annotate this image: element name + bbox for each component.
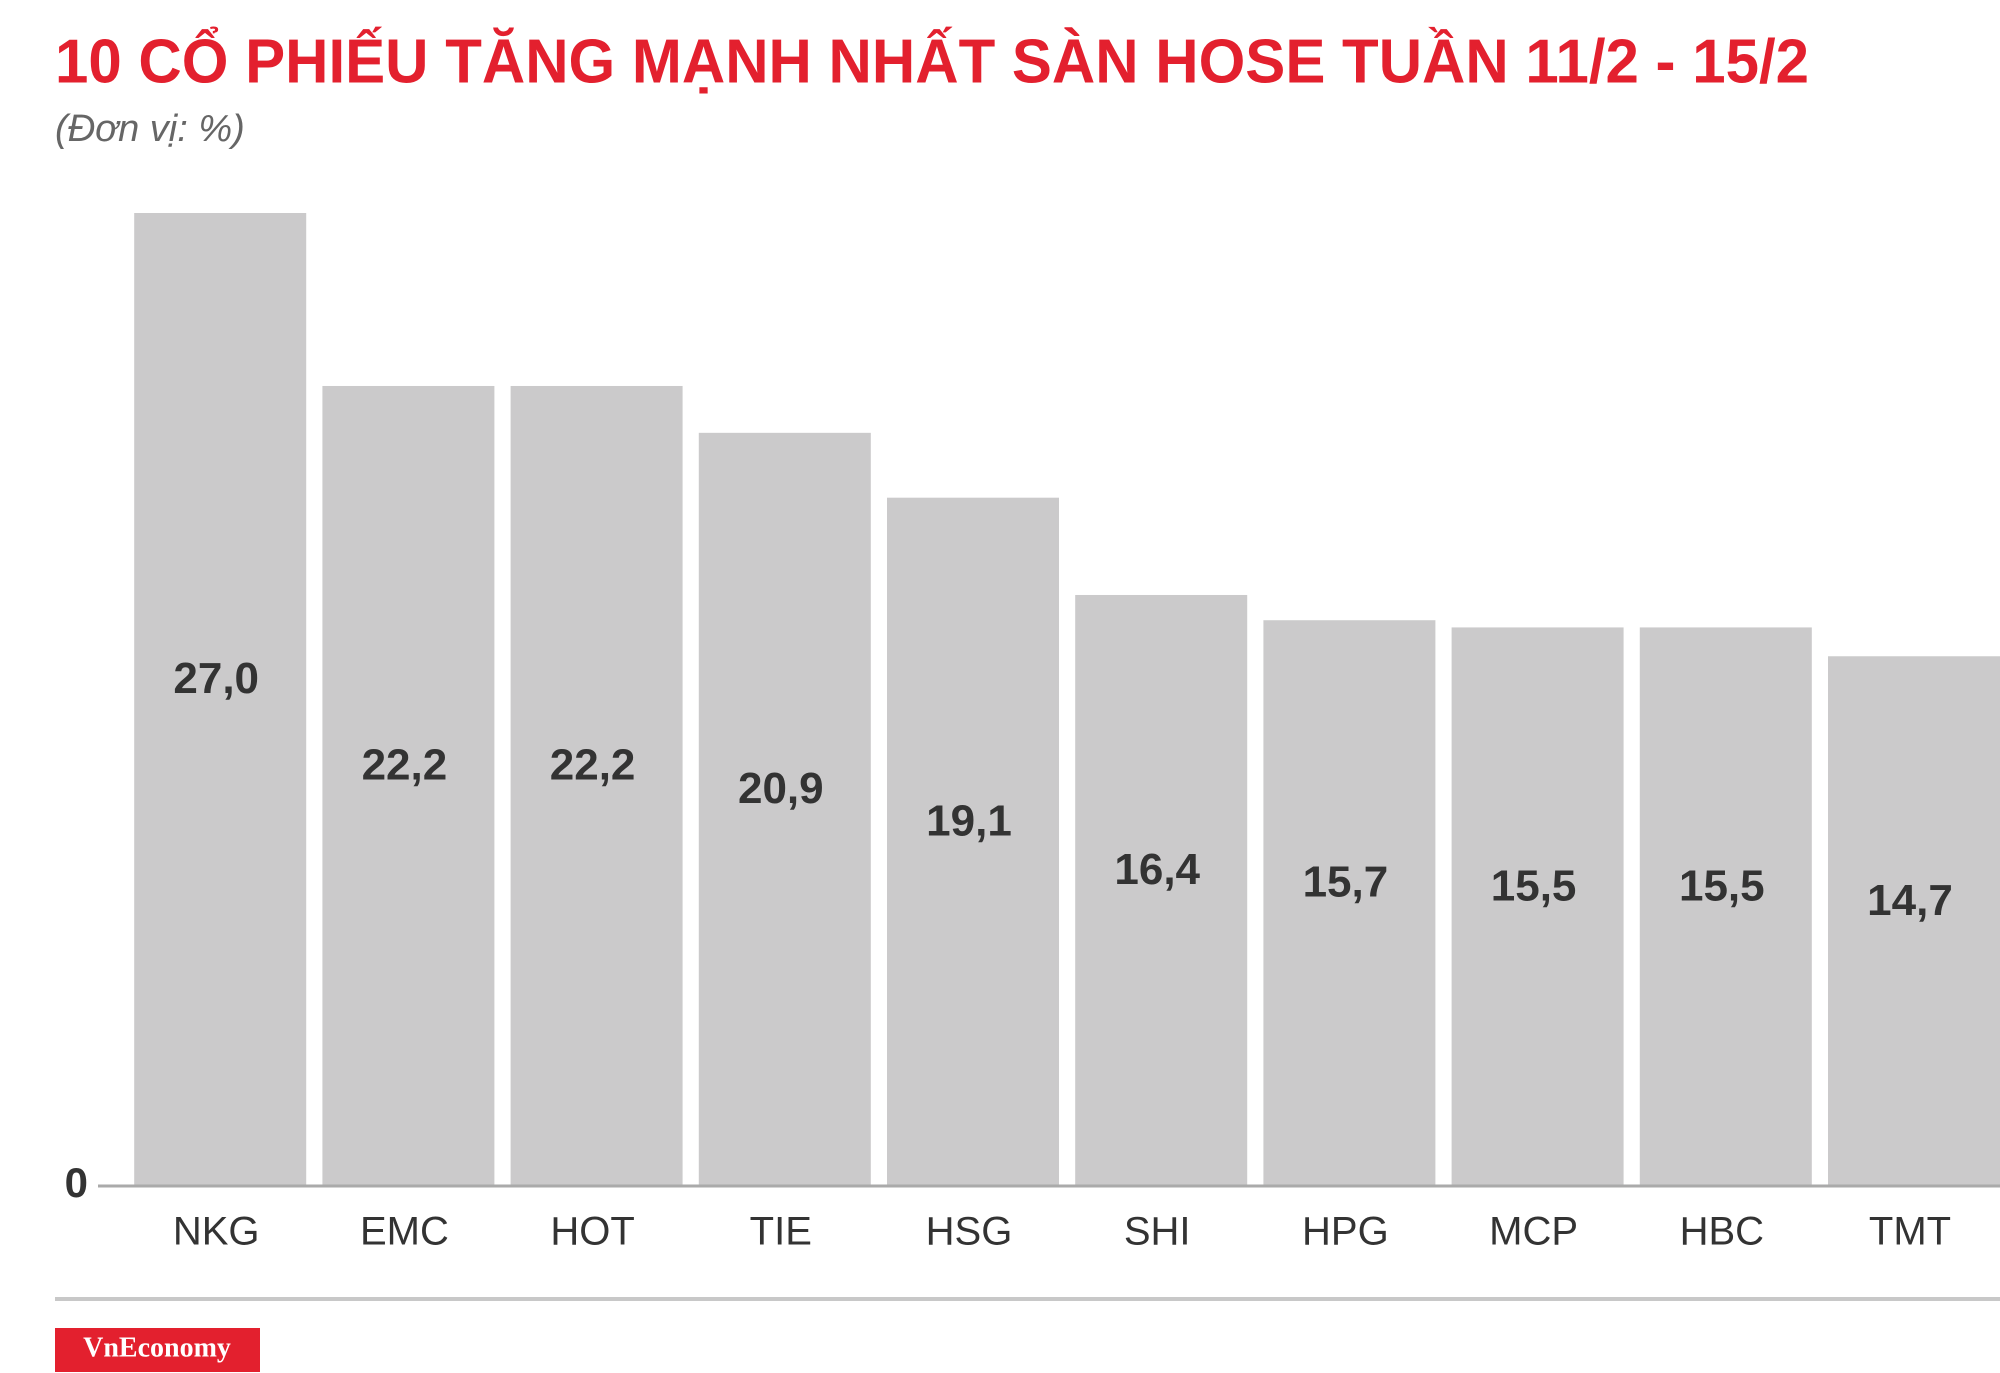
- x-tick-label: SHI: [1124, 1210, 1191, 1254]
- bar: [134, 213, 307, 1186]
- value-label: 22,2: [550, 741, 636, 790]
- x-tick-label: TIE: [750, 1210, 812, 1254]
- x-tick-label: HSG: [926, 1210, 1013, 1254]
- bar: [698, 432, 871, 1186]
- value-label: 14,7: [1867, 876, 1953, 925]
- bar: [322, 385, 495, 1186]
- value-label: 15,5: [1679, 861, 1765, 910]
- x-tick-label: MCP: [1489, 1210, 1578, 1254]
- x-tick-label: HPG: [1302, 1210, 1389, 1254]
- x-tick-label: NKG: [173, 1210, 260, 1254]
- value-label: 19,1: [926, 796, 1012, 845]
- y-tick-label: 0: [65, 1159, 88, 1206]
- value-label: 27,0: [173, 654, 259, 703]
- x-tick-label: EMC: [360, 1210, 449, 1254]
- value-label: 15,7: [1303, 858, 1389, 907]
- x-tick-label: HBC: [1680, 1210, 1764, 1254]
- chart-subtitle: (Đơn vị: %): [55, 108, 245, 150]
- bar: [1828, 656, 2000, 1186]
- x-tick-label: HOT: [550, 1210, 634, 1254]
- brand-box: [55, 1328, 260, 1372]
- value-label: 22,2: [362, 741, 448, 790]
- brand: VnEconomy: [83, 1332, 231, 1363]
- bar: [887, 497, 1059, 1186]
- bar: [1451, 627, 1624, 1186]
- value-label: 16,4: [1114, 845, 1200, 894]
- bar: [1639, 627, 1812, 1186]
- chart-title: 10 CỔ PHIẾU TĂNG MẠNH NHẤT SÀN HOSE TUẦN…: [55, 26, 1809, 96]
- bar: [510, 385, 683, 1186]
- bar: [1263, 620, 1436, 1186]
- value-label: 20,9: [738, 764, 824, 813]
- x-tick-label: TMT: [1869, 1210, 1951, 1254]
- bar: [1075, 594, 1248, 1186]
- value-label: 15,5: [1491, 861, 1577, 910]
